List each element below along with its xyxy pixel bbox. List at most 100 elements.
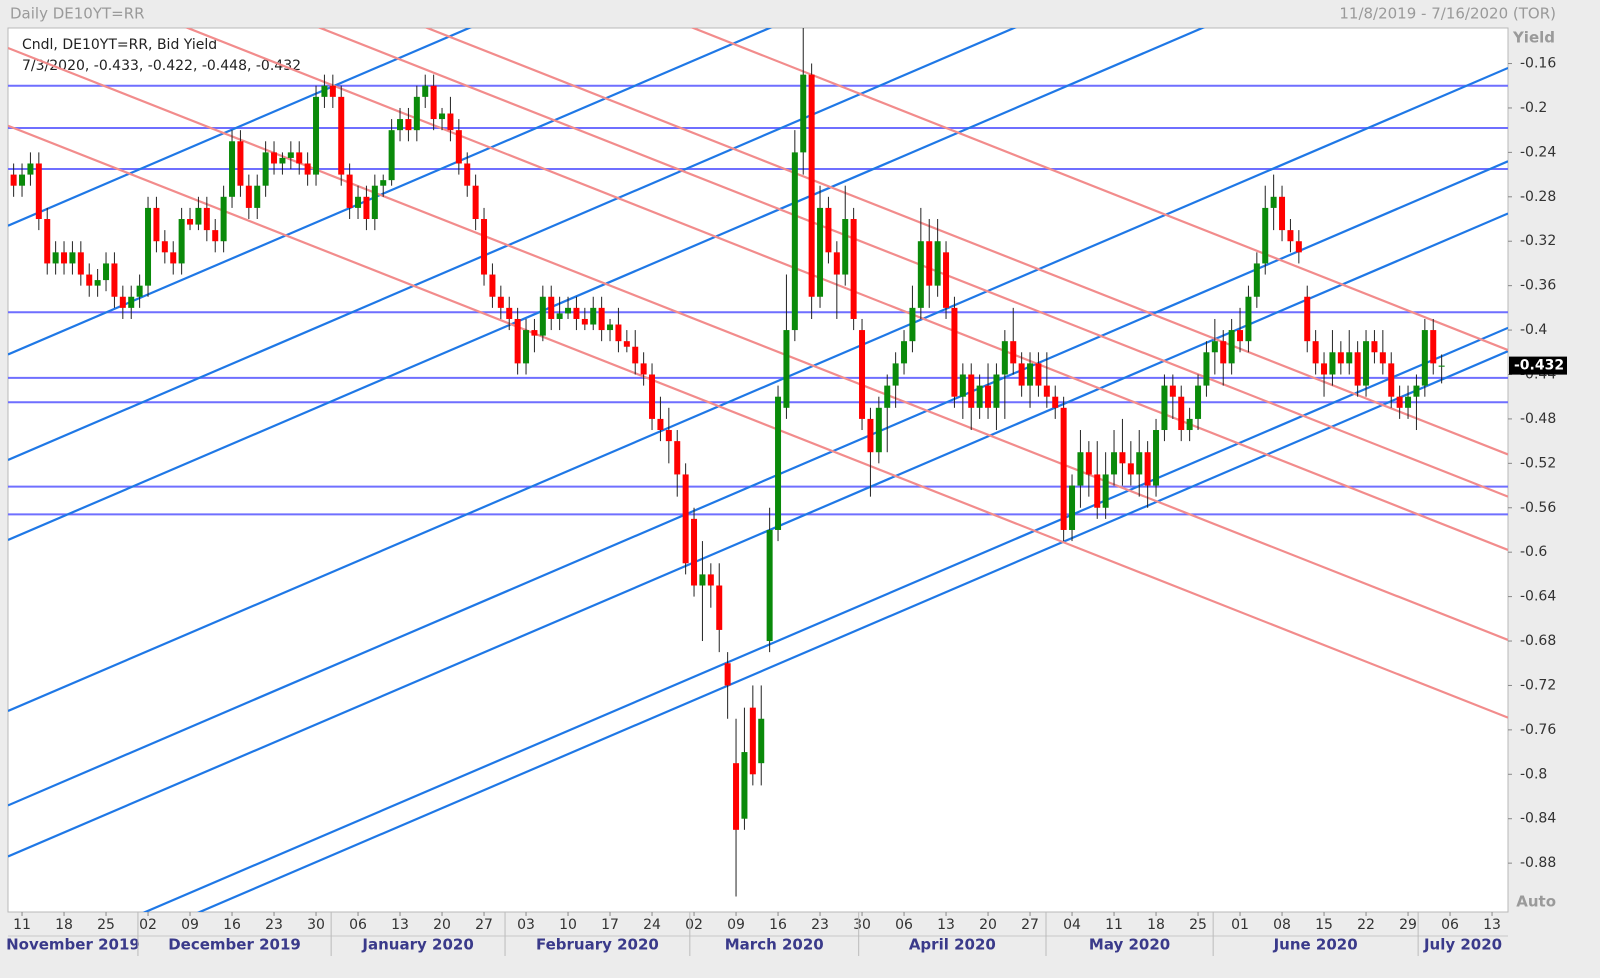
candle-body: [598, 307, 605, 331]
candle-body: [1094, 474, 1101, 508]
candle-body: [397, 119, 404, 131]
y-tick-label: -0.84: [1520, 811, 1556, 827]
candle-body: [943, 252, 950, 308]
candle-body: [145, 207, 152, 286]
candle-body: [237, 141, 244, 186]
candle-body: [44, 219, 51, 264]
x-tick-label: 13: [937, 917, 955, 933]
candle-body: [1178, 396, 1185, 431]
axes-layer: -0.16-0.2-0.24-0.28-0.32-0.36-0.4-0.44-0…: [6, 56, 1567, 956]
candle-body: [1295, 241, 1302, 253]
drawing-layer: [8, 28, 1508, 912]
candle-body: [178, 219, 185, 264]
month-label: February 2020: [536, 936, 659, 954]
candle-body: [565, 307, 572, 314]
x-tick-label: 06: [349, 917, 367, 933]
trend-line: [8, 66, 1508, 713]
candle-body: [909, 307, 916, 342]
last-price-label: -0.432: [1514, 358, 1564, 374]
candle-body: [136, 285, 143, 297]
candle-body: [884, 385, 891, 408]
y-tick-label: -0.32: [1520, 233, 1556, 249]
candle-body: [455, 130, 462, 164]
candle-body: [489, 274, 496, 297]
candle-body: [800, 74, 807, 153]
y-tick-label: -0.56: [1520, 500, 1556, 516]
candle-body: [615, 324, 622, 342]
candle-body: [1430, 330, 1437, 364]
candle-body: [649, 374, 656, 419]
candle-body: [1329, 352, 1336, 375]
legend-title: Cndl, DE10YT=RR, Bid Yield: [22, 37, 217, 53]
candle-body: [1237, 330, 1244, 342]
candle-body: [607, 324, 614, 331]
candle-body: [699, 574, 706, 586]
y-tick-label: -0.48: [1520, 411, 1556, 427]
trend-line: [424, 28, 1508, 456]
candle-body: [1245, 296, 1252, 342]
candle-body: [61, 252, 68, 264]
candle-body: [203, 207, 210, 231]
candle-body: [573, 307, 580, 319]
candle-body: [926, 241, 933, 286]
x-tick-label: 15: [1315, 917, 1333, 933]
y-tick-label: -0.2: [1520, 100, 1547, 116]
x-tick-label: 16: [769, 917, 787, 933]
candle-body: [1161, 385, 1168, 431]
candle-body: [27, 163, 34, 175]
month-label: May 2020: [1089, 936, 1170, 954]
trend-line: [690, 28, 1508, 352]
candle-body: [968, 374, 975, 408]
candle-body: [1371, 341, 1378, 353]
y-tick-label: -0.72: [1520, 677, 1556, 693]
candle-body: [1379, 352, 1386, 364]
trend-line: [8, 28, 1017, 462]
candle-body: [1027, 363, 1034, 386]
y-tick-label: -0.8: [1520, 766, 1547, 782]
candle-body: [128, 296, 135, 308]
candle-body: [355, 196, 362, 208]
y-tick-label: -0.52: [1520, 455, 1556, 471]
candle-body: [262, 152, 269, 186]
candle-body: [1195, 385, 1202, 419]
candle-body: [1346, 352, 1353, 364]
candle-body: [119, 296, 126, 308]
x-tick-label: 20: [433, 917, 451, 933]
candle-body: [523, 330, 530, 364]
candle-body: [10, 174, 17, 186]
candle-body: [35, 163, 42, 220]
candle-body: [674, 441, 681, 475]
candle-body: [1211, 341, 1218, 353]
candle-body: [187, 219, 194, 225]
candle-body: [623, 341, 630, 347]
candle-body: [783, 330, 790, 408]
candle-body: [1119, 452, 1126, 464]
y-tick-label: -0.64: [1520, 589, 1556, 605]
trend-line: [8, 212, 1508, 858]
candle-body: [1262, 207, 1269, 264]
candle-body: [1153, 430, 1160, 486]
x-tick-label: 30: [853, 917, 871, 933]
y-tick-label: -0.16: [1520, 56, 1556, 72]
chart-title: Daily DE10YT=RR: [10, 5, 145, 23]
candle-body: [254, 185, 261, 208]
x-tick-label: 30: [307, 917, 325, 933]
trend-line: [8, 46, 1508, 641]
candle-body: [1312, 341, 1319, 364]
candle-body: [1354, 352, 1361, 386]
y-tick-label: -0.6: [1520, 544, 1547, 560]
x-tick-label: 03: [517, 917, 535, 933]
candle-body: [388, 130, 395, 181]
x-tick-label: 20: [979, 917, 997, 933]
candle-body: [901, 341, 908, 364]
x-tick-label: 23: [265, 917, 283, 933]
y-tick-label: -0.76: [1520, 722, 1556, 738]
candle-body: [749, 707, 756, 775]
x-tick-label: 11: [13, 917, 31, 933]
candle-body: [464, 163, 471, 186]
candle-body: [380, 180, 387, 186]
candle-body: [539, 296, 546, 336]
candle-body: [548, 296, 555, 319]
candle-body: [825, 207, 832, 253]
